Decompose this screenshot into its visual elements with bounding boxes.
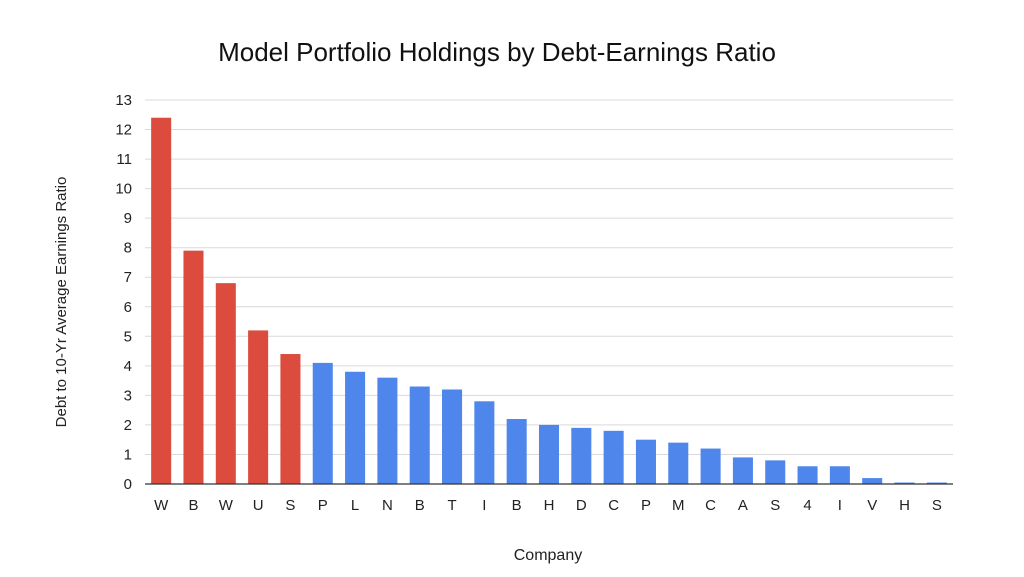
- y-tick-label: 3: [124, 387, 132, 404]
- chart-title: Model Portfolio Holdings by Debt-Earning…: [218, 37, 776, 67]
- bar-6: [345, 371, 366, 484]
- bar-9: [442, 389, 463, 484]
- x-tick-label: S: [770, 497, 780, 514]
- x-tick-label: L: [351, 497, 359, 514]
- bar-21: [829, 466, 850, 484]
- bar-20: [797, 466, 818, 484]
- x-tick-label: D: [576, 497, 587, 514]
- x-tick-label: A: [738, 497, 748, 514]
- x-tick-label: S: [932, 497, 942, 514]
- x-tick-label: N: [382, 497, 393, 514]
- y-tick-label: 8: [124, 240, 132, 257]
- y-tick-label: 12: [115, 122, 132, 139]
- y-tick-label: 9: [124, 210, 132, 227]
- bar-12: [538, 424, 560, 484]
- bar-2: [215, 283, 236, 484]
- y-tick-label: 6: [124, 299, 132, 316]
- x-tick-label: S: [285, 497, 295, 514]
- x-tick-label: P: [318, 497, 328, 514]
- bar-8: [409, 386, 430, 484]
- x-tick-label: H: [899, 497, 910, 514]
- bar-3: [248, 330, 269, 484]
- bar-22: [862, 478, 883, 484]
- bar-16: [668, 442, 689, 484]
- y-tick-label: 0: [124, 476, 132, 493]
- x-tick-label: U: [253, 497, 264, 514]
- x-axis-label: Company: [514, 547, 582, 564]
- x-axis-ticks: W B W U S P L N B T I B H D C P M C A S 4 I V H S: [154, 497, 942, 514]
- x-tick-label: C: [608, 497, 619, 514]
- y-tick-label: 11: [116, 151, 132, 168]
- bar-19: [765, 460, 786, 484]
- y-tick-label: 1: [124, 446, 132, 463]
- bar-13: [571, 427, 592, 484]
- bar-11: [506, 419, 527, 484]
- bar-14: [603, 430, 624, 484]
- y-tick-label: 7: [124, 269, 132, 286]
- x-tick-label: B: [415, 497, 425, 514]
- x-tick-label: P: [641, 497, 651, 514]
- y-tick-label: 13: [115, 92, 132, 109]
- bar-0: [151, 117, 172, 484]
- y-tick-label: 5: [124, 328, 132, 345]
- bar-17: [700, 448, 721, 484]
- y-tick-label: 2: [124, 417, 132, 434]
- y-tick-label: 10: [115, 181, 132, 198]
- x-tick-label: B: [188, 497, 198, 514]
- x-tick-label: I: [838, 497, 842, 514]
- bar-5: [312, 362, 333, 484]
- bar-10: [474, 401, 495, 484]
- bar-1: [183, 250, 204, 484]
- x-tick-label: W: [219, 497, 234, 514]
- bar-23: [894, 482, 915, 484]
- x-tick-label: B: [512, 497, 522, 514]
- x-tick-label: I: [482, 497, 486, 514]
- x-tick-label: 4: [803, 497, 811, 514]
- x-tick-label: M: [672, 497, 685, 514]
- bar-4: [280, 354, 301, 484]
- x-tick-label: H: [544, 497, 555, 514]
- bar-18: [732, 457, 753, 484]
- bar-7: [377, 377, 398, 484]
- y-axis-label: Debt to 10-Yr Average Earnings Ratio: [53, 177, 70, 428]
- x-tick-label: T: [447, 497, 456, 514]
- bar-24: [926, 482, 947, 484]
- gridlines: [145, 99, 953, 455]
- bar-15: [635, 439, 656, 484]
- y-tick-label: 4: [124, 358, 132, 375]
- bars: [151, 117, 947, 484]
- x-tick-label: C: [705, 497, 716, 514]
- x-tick-label: V: [867, 497, 877, 514]
- x-tick-label: W: [154, 497, 169, 514]
